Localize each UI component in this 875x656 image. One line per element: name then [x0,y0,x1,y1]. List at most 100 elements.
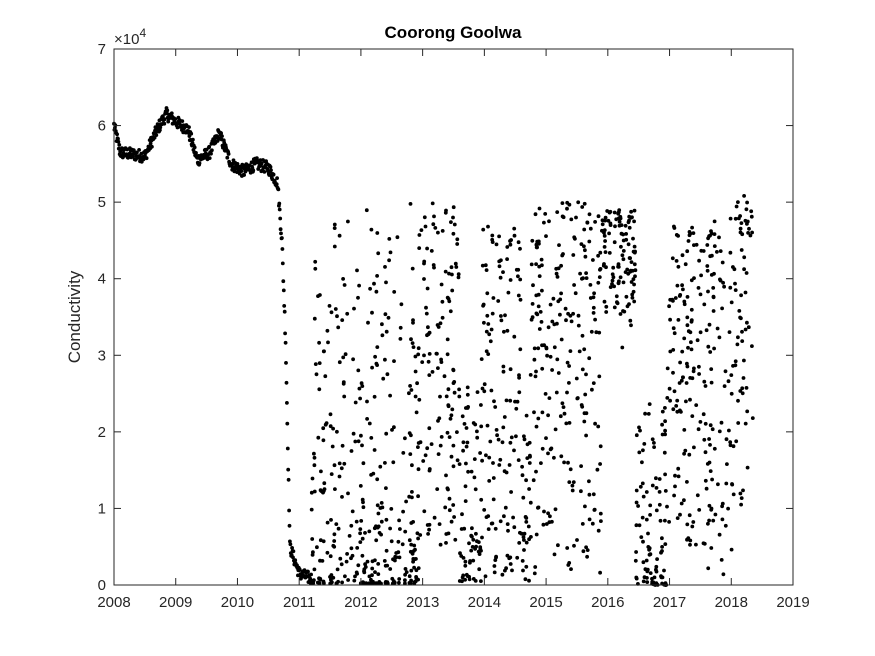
data-point [501,364,506,369]
data-point [733,288,738,292]
data-point [321,438,326,443]
data-point [570,483,575,488]
data-point [643,411,647,416]
data-point [173,117,178,121]
data-point [571,480,576,484]
data-point [535,312,540,317]
data-point [690,524,695,529]
data-point [559,263,563,268]
data-point [516,293,521,298]
data-point [650,576,654,581]
data-point [540,410,545,415]
data-point [683,448,688,453]
data-point [584,433,588,438]
data-point [375,345,380,349]
data-point [479,424,484,429]
data-point [603,250,608,255]
data-point [321,349,326,354]
data-point [602,228,607,233]
data-point [416,352,421,357]
x-tick-label: 2018 [715,594,748,611]
data-point [474,544,478,549]
data-point [341,277,345,281]
data-point [630,215,634,220]
data-point [680,253,685,258]
data-point [614,294,619,299]
data-point [593,317,597,322]
data-point [342,283,347,287]
data-point [494,428,499,432]
data-point [521,535,526,539]
data-point [115,132,119,137]
data-point [524,540,529,545]
data-point [389,539,394,544]
data-point [392,425,396,430]
data-point [505,257,509,261]
data-point [271,172,276,177]
data-point [444,541,448,545]
data-point [668,349,673,354]
data-point [394,555,399,560]
data-point [374,538,379,543]
data-point [512,448,516,453]
data-point [418,533,423,537]
data-point [600,222,605,227]
data-point [709,273,714,277]
data-point [531,478,536,483]
data-point [408,202,413,206]
data-point [391,460,396,465]
data-point [390,428,394,432]
data-point [280,247,285,251]
data-point [328,412,333,417]
data-point [637,425,641,430]
data-point [192,145,197,150]
data-point [534,532,539,537]
data-point [358,484,363,488]
data-point [670,256,675,261]
data-point [457,394,462,399]
data-point [280,236,284,240]
data-point [629,260,634,264]
data-point [330,444,335,449]
data-point [340,318,345,322]
data-point [422,215,427,220]
data-point [709,367,714,371]
data-point [660,545,664,549]
data-point [676,466,681,471]
data-point [516,240,521,245]
data-point [342,394,347,399]
data-point [685,364,690,369]
data-point [679,410,683,414]
y-tick-label: 5 [98,194,106,211]
data-point [591,381,596,385]
data-point [522,434,526,439]
data-point [516,458,521,462]
data-point [588,226,593,231]
data-point [584,372,588,377]
data-point [644,490,649,494]
data-point [471,558,476,563]
data-point [376,562,381,566]
data-point [634,550,638,554]
data-point [540,288,544,293]
data-point [492,570,497,575]
data-point [574,376,579,381]
data-point [647,402,652,406]
y-exponent-base: ×10 [114,31,139,48]
data-point [365,417,369,421]
data-point [565,546,570,550]
data-point [528,454,532,459]
data-point [679,501,684,506]
data-point [335,567,340,572]
data-point [708,443,712,447]
data-point [375,231,380,235]
data-point [343,574,347,579]
data-point [482,382,487,387]
data-point [447,271,451,276]
data-point [287,508,291,513]
data-point [452,380,457,384]
data-point [617,219,622,224]
data-point [662,450,667,455]
data-point [446,531,451,536]
data-point [465,392,470,397]
